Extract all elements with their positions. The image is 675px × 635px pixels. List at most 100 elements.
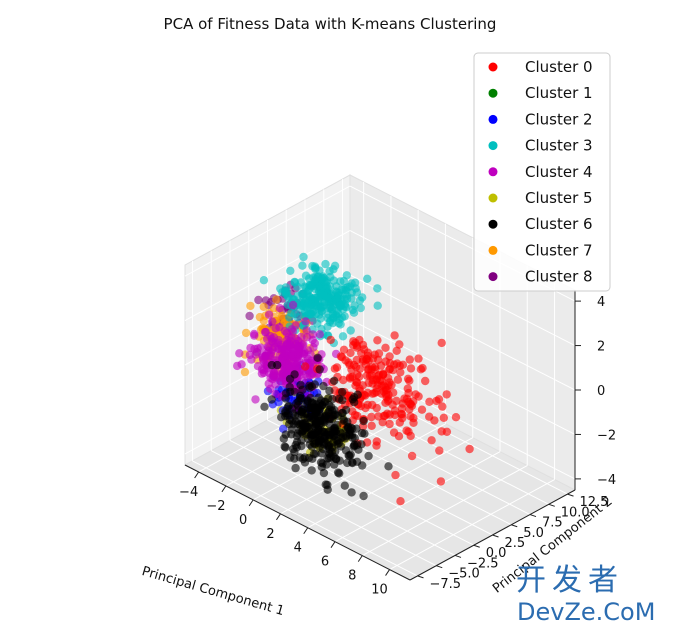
point-cluster-0	[374, 412, 383, 421]
point-cluster-0	[388, 400, 397, 409]
point-cluster-0	[404, 427, 413, 436]
point-cluster-6	[360, 429, 369, 438]
point-cluster-3	[311, 293, 320, 303]
legend-marker	[488, 245, 498, 255]
point-cluster-3	[355, 296, 365, 305]
point-cluster-0	[389, 388, 398, 397]
point-cluster-3	[340, 289, 350, 299]
y-tick-label: 0.0	[486, 546, 507, 561]
point-cluster-7	[240, 367, 250, 377]
point-cluster-0	[362, 354, 372, 364]
point-cluster-0	[355, 364, 365, 373]
tick-labels: −4 −2 0 2 4 6 8 10 −7.5−5.0−2.50.02.55.07.510.01…	[179, 295, 616, 597]
point-cluster-0	[301, 362, 310, 371]
gridline-y-floor	[342, 378, 568, 495]
point-cluster-0	[439, 413, 448, 422]
legend-marker	[488, 141, 498, 151]
point-cluster-6	[352, 440, 362, 450]
legend-label: Cluster 0	[525, 58, 593, 76]
legend-marker	[488, 219, 498, 229]
point-cluster-4	[308, 330, 317, 339]
point-cluster-0	[383, 409, 392, 418]
legend-label: Cluster 1	[525, 84, 593, 102]
point-cluster-6	[333, 420, 342, 430]
point-cluster-6	[335, 428, 344, 437]
point-cluster-6	[319, 468, 329, 478]
y-tick-label: 5.0	[523, 526, 544, 541]
point-cluster-4	[259, 357, 268, 367]
point-cluster-3	[338, 332, 348, 341]
point-cluster-0	[384, 365, 394, 374]
point-cluster-4	[233, 361, 242, 371]
point-cluster-0	[405, 376, 414, 385]
gridline-y-floor	[229, 440, 456, 556]
point-cluster-0	[382, 393, 391, 402]
point-cluster-4	[256, 343, 265, 352]
point-cluster-0	[442, 390, 451, 399]
point-cluster-3	[278, 288, 287, 297]
point-cluster-0	[352, 377, 361, 387]
point-cluster-6	[325, 419, 334, 429]
point-cluster-0	[395, 340, 404, 349]
point-cluster-0	[378, 369, 388, 378]
watermark-chinese: 开发者	[516, 563, 624, 598]
point-cluster-6	[339, 415, 348, 424]
point-cluster-3	[298, 292, 308, 301]
z-tick-label: −4	[597, 473, 616, 488]
point-cluster-6	[290, 370, 299, 379]
point-cluster-0	[390, 331, 399, 340]
point-cluster-6	[296, 394, 305, 403]
y-tick-mark	[529, 514, 537, 518]
legend-label: Cluster 2	[525, 110, 593, 128]
point-cluster-3	[373, 284, 382, 293]
x-tick-mark	[303, 527, 309, 535]
y-tick-label: −5.0	[448, 567, 480, 582]
point-cluster-0	[396, 368, 405, 377]
point-cluster-3	[293, 282, 302, 291]
point-cluster-0	[396, 497, 405, 506]
point-cluster-0	[434, 395, 444, 404]
x-tick-label: 2	[266, 527, 274, 542]
point-cluster-0	[362, 371, 372, 380]
x-tick-label: −4	[179, 485, 198, 500]
x-tick-label: 8	[348, 569, 356, 584]
point-cluster-8	[245, 311, 254, 321]
gridline-z-back	[349, 318, 576, 435]
point-cluster-3	[321, 259, 330, 269]
x-tick-label: 6	[321, 555, 329, 570]
point-cluster-0	[381, 383, 390, 392]
point-cluster-0	[392, 346, 401, 355]
point-cluster-3	[298, 261, 307, 270]
point-cluster-0	[442, 427, 452, 436]
point-cluster-4	[282, 365, 291, 374]
x-tick-label: 0	[239, 513, 247, 528]
data-points	[233, 252, 474, 506]
point-cluster-6	[291, 463, 300, 473]
point-cluster-0	[417, 405, 427, 414]
y-tick-mark	[511, 524, 518, 528]
point-cluster-0	[349, 337, 358, 346]
point-cluster-3	[350, 301, 359, 310]
point-cluster-3	[334, 288, 344, 297]
point-cluster-6	[313, 353, 322, 362]
point-cluster-6	[343, 458, 352, 468]
y-tick-mark	[492, 534, 499, 538]
point-cluster-0	[416, 365, 426, 374]
point-cluster-4	[305, 370, 315, 380]
point-cluster-6	[267, 395, 276, 404]
y-tick-label: 10.0	[561, 505, 590, 520]
legend-label: Cluster 6	[525, 215, 593, 233]
point-cluster-7	[272, 295, 281, 304]
point-cluster-0	[421, 376, 430, 386]
x-tick-mark	[385, 569, 390, 576]
point-cluster-0	[352, 343, 362, 352]
x-tick-mark	[330, 541, 336, 548]
point-cluster-6	[315, 365, 324, 374]
point-cluster-6	[307, 466, 316, 475]
point-cluster-0	[438, 402, 447, 411]
point-cluster-6	[323, 480, 332, 490]
point-cluster-0	[409, 418, 418, 427]
point-cluster-0	[414, 354, 423, 363]
point-cluster-4	[301, 317, 310, 326]
point-cluster-0	[385, 419, 394, 429]
